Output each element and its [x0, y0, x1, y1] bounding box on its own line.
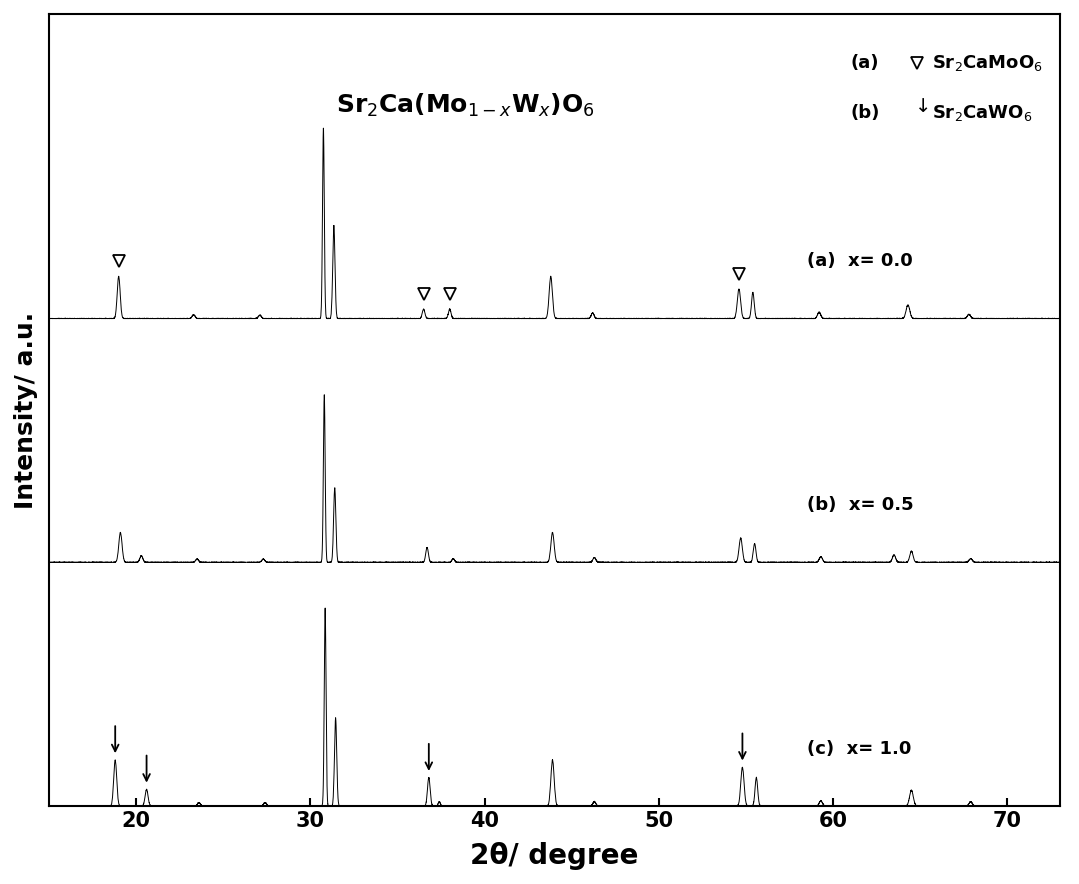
X-axis label: 2θ/ degree: 2θ/ degree: [470, 842, 639, 870]
Text: Sr$_2$Ca(Mo$_{1-x}$W$_x$)O$_6$: Sr$_2$Ca(Mo$_{1-x}$W$_x$)O$_6$: [337, 92, 596, 119]
Text: (c)  x= 1.0: (c) x= 1.0: [807, 740, 912, 758]
Text: $\downarrow$: $\downarrow$: [912, 97, 930, 117]
Text: (a)  x= 0.0: (a) x= 0.0: [807, 253, 913, 271]
Text: Sr$_2$CaMoO$_6$: Sr$_2$CaMoO$_6$: [932, 53, 1043, 73]
Y-axis label: Intensity/ a.u.: Intensity/ a.u.: [14, 311, 38, 508]
Text: Sr$_2$CaWO$_6$: Sr$_2$CaWO$_6$: [932, 103, 1033, 123]
Text: (a): (a): [850, 55, 879, 72]
Text: (b): (b): [850, 104, 879, 122]
Text: (b)  x= 0.5: (b) x= 0.5: [807, 496, 914, 514]
